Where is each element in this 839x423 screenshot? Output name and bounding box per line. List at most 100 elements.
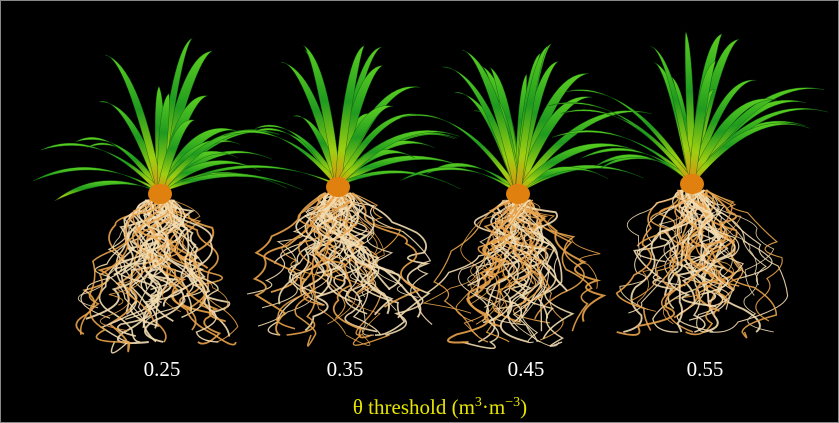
root [705, 189, 783, 322]
root [623, 189, 696, 333]
plant-base [680, 174, 704, 194]
plant-base [506, 184, 530, 204]
leaf [548, 102, 696, 183]
caption-sup: 3 [475, 395, 482, 410]
leaf [514, 45, 549, 193]
root [519, 199, 601, 289]
root [128, 199, 179, 343]
leaf [181, 165, 342, 186]
root [446, 199, 520, 344]
root [171, 199, 219, 343]
leaf [334, 45, 365, 186]
caption: θ threshold (m3·m−3) [353, 395, 527, 419]
root [524, 199, 551, 312]
root [351, 192, 431, 319]
root [138, 199, 169, 316]
root [291, 192, 326, 296]
root [671, 189, 693, 270]
leaf [400, 166, 522, 193]
root [304, 192, 355, 332]
root [146, 199, 200, 288]
caption-sup: −3 [505, 395, 520, 410]
root [278, 192, 337, 305]
leaf [156, 119, 195, 193]
root [508, 199, 543, 292]
label: 0.25 [144, 357, 181, 381]
leaf [688, 60, 716, 183]
leaf [426, 162, 522, 193]
root [619, 189, 684, 311]
root [349, 192, 423, 308]
plants [33, 30, 828, 354]
leaf [40, 142, 164, 193]
root [683, 189, 723, 286]
leaf [223, 129, 342, 186]
leaf [581, 147, 696, 183]
root [680, 189, 740, 292]
root [662, 189, 706, 290]
root [676, 189, 714, 333]
root [89, 199, 160, 353]
leaf [650, 46, 696, 183]
root [508, 199, 562, 286]
leaf [400, 114, 522, 193]
root [483, 199, 522, 343]
root [529, 199, 607, 322]
root [458, 199, 541, 343]
root [674, 189, 718, 279]
root [171, 199, 229, 311]
root [142, 199, 203, 329]
root [107, 199, 155, 298]
root [312, 192, 373, 339]
root [650, 189, 694, 333]
root [706, 189, 767, 286]
leaf [334, 170, 461, 190]
caption-text: ·m [482, 395, 505, 419]
caption-text: ) [520, 395, 527, 419]
leaf [334, 155, 466, 186]
label: 0.55 [687, 357, 724, 381]
root [636, 189, 700, 263]
root [690, 189, 734, 312]
root [688, 189, 738, 291]
leaf [461, 49, 522, 193]
leaf [156, 173, 303, 193]
root [94, 199, 157, 324]
label: 0.35 [327, 357, 364, 381]
root [512, 199, 545, 343]
root [502, 199, 531, 332]
leaf [551, 130, 696, 183]
root [633, 189, 692, 310]
root [486, 199, 543, 323]
root [509, 199, 575, 340]
root [98, 199, 152, 343]
plant-base [326, 177, 350, 197]
root [79, 199, 172, 335]
root [689, 189, 745, 333]
leaf [688, 122, 810, 183]
leaf [33, 167, 164, 193]
leaf [156, 129, 280, 193]
root [351, 192, 402, 256]
root [136, 199, 226, 323]
root [662, 189, 717, 308]
plant-base [148, 184, 172, 204]
leaf [514, 110, 652, 193]
root [137, 199, 175, 327]
root [483, 199, 545, 306]
root [303, 192, 358, 306]
root [169, 199, 219, 331]
root [455, 199, 543, 322]
root [499, 199, 558, 343]
root [320, 192, 391, 315]
leaf [54, 180, 164, 201]
root [159, 199, 211, 312]
root [637, 189, 701, 312]
leaf [565, 89, 696, 183]
root [330, 192, 381, 346]
label: 0.45 [508, 357, 545, 381]
leaf [303, 45, 342, 186]
root [316, 192, 365, 275]
